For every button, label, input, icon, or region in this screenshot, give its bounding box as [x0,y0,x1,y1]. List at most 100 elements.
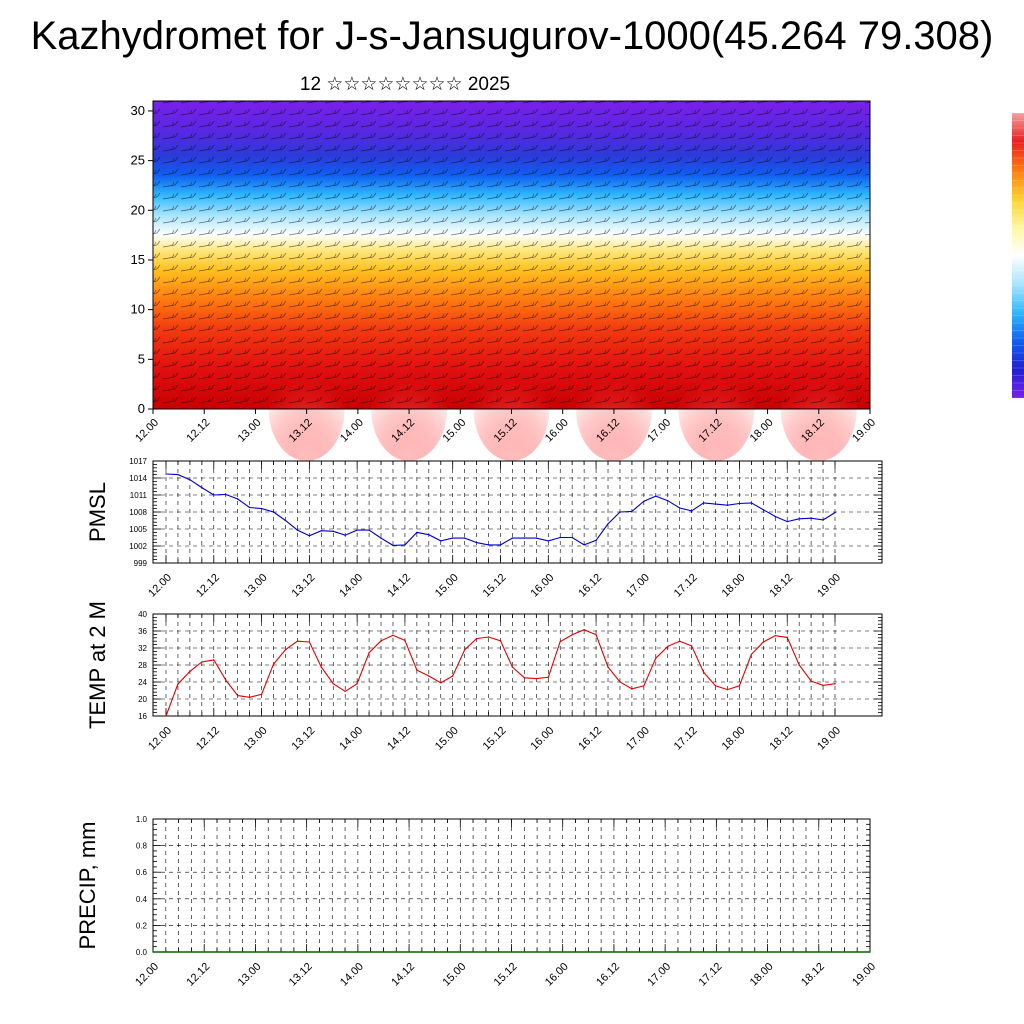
temp2m-point [260,693,263,696]
pmsl-point [463,537,466,539]
temp2m-point [607,666,609,668]
pmsl-point [726,504,729,506]
temp2m-point [296,640,299,642]
pmsl-point [762,509,765,511]
pmsl-point [189,479,191,481]
pmsl-point [631,510,633,513]
temp2m-point [213,659,215,661]
pmsl-point [260,507,263,510]
y-axis-title: PMSL [85,482,110,542]
x-tick-label: 14.12 [385,572,413,600]
temp2m-point [416,669,418,671]
x-tick-label: 15.12 [481,725,509,753]
pmsl-point [440,540,442,542]
pmsl-point [380,537,382,539]
temp2m-point [834,683,836,685]
x-tick-label: 12.12 [184,417,212,445]
y-tick-label: 20 [131,202,145,217]
y-tick-label: 1002 [129,542,147,551]
y-tick-label: 20 [138,695,147,704]
y-tick-label: 10 [131,302,145,317]
x-tick-label: 12.12 [194,725,222,753]
x-tick-label: 12.12 [184,961,212,989]
y-tick-label: 0.8 [136,842,148,851]
temp2m-point [547,676,549,679]
x-tick-label: 17.12 [672,572,700,600]
pmsl-point [738,502,741,505]
temp2m-point [714,685,717,687]
pmsl-point [452,537,454,539]
pmsl-point [678,507,681,509]
temp2m-point [428,675,430,677]
y-tick-label: 0.4 [136,895,148,904]
temp2m-point [225,679,227,681]
pmsl-point [499,544,502,546]
temp2m-point [655,657,657,659]
temp2m-point [667,645,669,647]
temp2m-point [189,670,191,673]
x-tick-label: 17.00 [645,961,673,989]
temp2m-point [272,663,275,665]
x-tick-label: 15.00 [433,725,461,753]
temp2m-point [308,641,311,643]
pmsl-point [213,494,215,496]
pmsl-point [428,533,430,536]
x-tick-label: 12.00 [133,961,161,989]
pmsl-point [643,500,645,502]
y-tick-label: 15 [131,252,145,267]
temp2m-point [798,664,800,666]
y-tick-label: 1008 [129,508,147,517]
precip-point [152,951,154,953]
temp2m-point [619,681,621,683]
temp2m-point [475,637,478,640]
pmsl-point [416,531,418,534]
x-tick-label: 12.00 [133,417,161,445]
y-tick-label: 16 [138,712,147,721]
temp-panel: 16 20 24 28 32 36 40 12.00 12.12 13.00 13.12 14.00 1… [85,601,883,753]
x-tick-label: 19.00 [815,725,843,753]
temp2m-point [404,639,406,642]
x-tick-label: 12.00 [146,572,174,600]
pmsl-point [236,498,239,500]
pmsl-point [655,495,657,497]
y-tick-label: 30 [131,103,145,118]
temp2m-point [750,653,753,656]
x-tick-label: 18.12 [799,961,827,989]
y-axis-title: PRECIP, mm [75,822,100,950]
temp2m-point [726,688,729,691]
temp2m-point [774,634,776,637]
pmsl-point [177,473,179,476]
x-tick-label: 16.00 [543,961,571,989]
page-title: Kazhydromet for J-s-Jansugurov-1000(45.2… [30,14,994,58]
x-tick-label: 18.12 [767,725,795,753]
x-tick-label: 16.00 [528,725,556,753]
temp2m-point [344,690,346,693]
temp2m-point [583,629,585,631]
x-tick-label: 14.00 [338,961,366,989]
pmsl-point [583,544,585,546]
temp2m-point [440,682,442,684]
temp2m-point [165,715,167,717]
temp2m-point [499,640,502,642]
pmsl-point [571,536,573,539]
x-tick-label: 18.00 [720,572,748,600]
temp2m-point [452,675,454,677]
x-tick-label: 13.00 [242,572,270,600]
pmsl-point [487,544,490,546]
x-tick-label: 15.12 [481,572,509,600]
temp2m-point [177,683,179,685]
x-tick-label: 17.00 [624,572,652,600]
y-tick-label: 0.2 [136,921,148,930]
y-tick-label: 40 [138,610,147,619]
y-tick-label: 24 [138,678,147,687]
pmsl-point [356,529,358,531]
pmsl-point [165,473,167,475]
pmsl-point [404,544,406,546]
pmsl-point [392,544,394,547]
x-tick-label: 19.00 [850,961,878,989]
temp2m-point [571,634,573,636]
x-tick-label: 15.12 [492,961,520,989]
temp2m-point [595,634,597,636]
temp2m-point [248,696,251,698]
